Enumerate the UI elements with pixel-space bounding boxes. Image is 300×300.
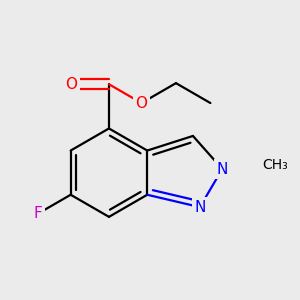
- Text: N: N: [217, 161, 228, 176]
- Text: O: O: [136, 95, 148, 110]
- Text: F: F: [34, 206, 43, 221]
- Text: O: O: [65, 77, 77, 92]
- Text: CH₃: CH₃: [262, 158, 288, 172]
- Text: N: N: [194, 200, 206, 214]
